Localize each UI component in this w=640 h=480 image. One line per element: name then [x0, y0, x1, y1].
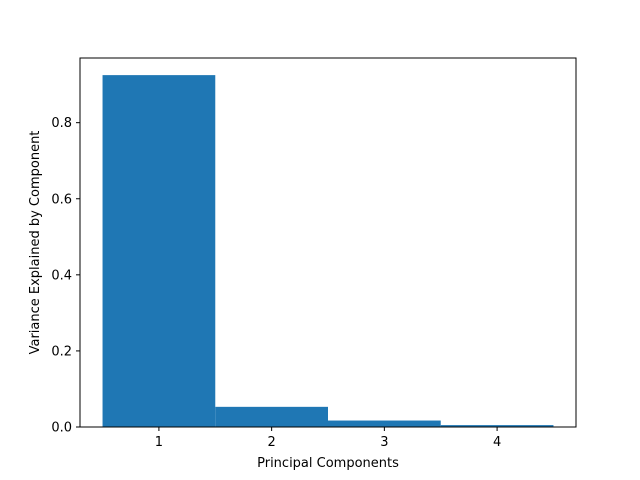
- bar-component-4: [440, 425, 554, 427]
- bar-component-3: [328, 420, 441, 427]
- x-tick-label: 2: [267, 435, 275, 450]
- x-tick-label: 3: [380, 435, 388, 450]
- bar-component-1: [102, 75, 216, 427]
- y-ticks: 0.0 0.2 0.4 0.6 0.8: [51, 116, 80, 436]
- y-tick-label: 0.6: [51, 192, 72, 207]
- x-tick-label: 4: [493, 435, 501, 450]
- x-axis-label: Principal Components: [257, 456, 399, 471]
- x-ticks: 1 2 3 4: [155, 427, 501, 450]
- y-tick-label: 0.4: [51, 268, 72, 283]
- x-tick-label: 1: [155, 435, 163, 450]
- y-tick-label: 0.2: [51, 344, 72, 359]
- bar-component-2: [215, 406, 328, 427]
- y-tick-label: 0.0: [51, 421, 72, 436]
- plot-frame: [79, 57, 577, 428]
- bars-group: [102, 75, 554, 427]
- y-tick-label: 0.8: [51, 116, 72, 131]
- y-axis-label: Variance Explained by Component: [28, 131, 43, 355]
